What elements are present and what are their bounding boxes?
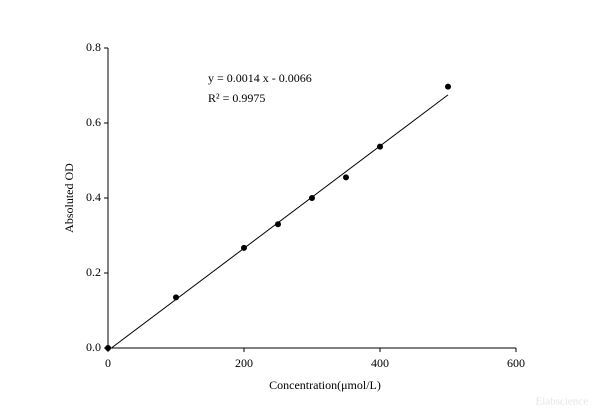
- y-tick-label: 0.4: [86, 190, 101, 204]
- y-tick-label: 0.8: [86, 40, 101, 54]
- data-point: [377, 143, 383, 150]
- data-point: [445, 83, 451, 90]
- fit-line: [111, 94, 449, 349]
- watermark: Elabscience: [535, 396, 588, 408]
- y-axis-label: Absoluted OD: [62, 163, 76, 233]
- x-tick-label: 0: [105, 356, 111, 370]
- x-tick-label: 200: [235, 356, 253, 370]
- data-point: [309, 195, 315, 201]
- equation: y = 0.0014 x - 0.0066: [208, 71, 312, 85]
- y-tick-label: 0.0: [86, 340, 101, 354]
- x-tick-label: 400: [371, 356, 389, 370]
- data-point: [173, 294, 179, 301]
- r-squared: R² = 0.9975: [208, 91, 265, 105]
- data-point: [275, 221, 281, 228]
- y-tick-label: 0.2: [86, 265, 101, 279]
- data-point: [343, 174, 349, 181]
- y-tick-label: 0.6: [86, 115, 101, 129]
- data-point: [241, 244, 247, 251]
- x-axis-label: Concentration(μmol/L): [269, 378, 381, 392]
- x-tick-label: 600: [507, 356, 525, 370]
- data-point: [105, 345, 111, 351]
